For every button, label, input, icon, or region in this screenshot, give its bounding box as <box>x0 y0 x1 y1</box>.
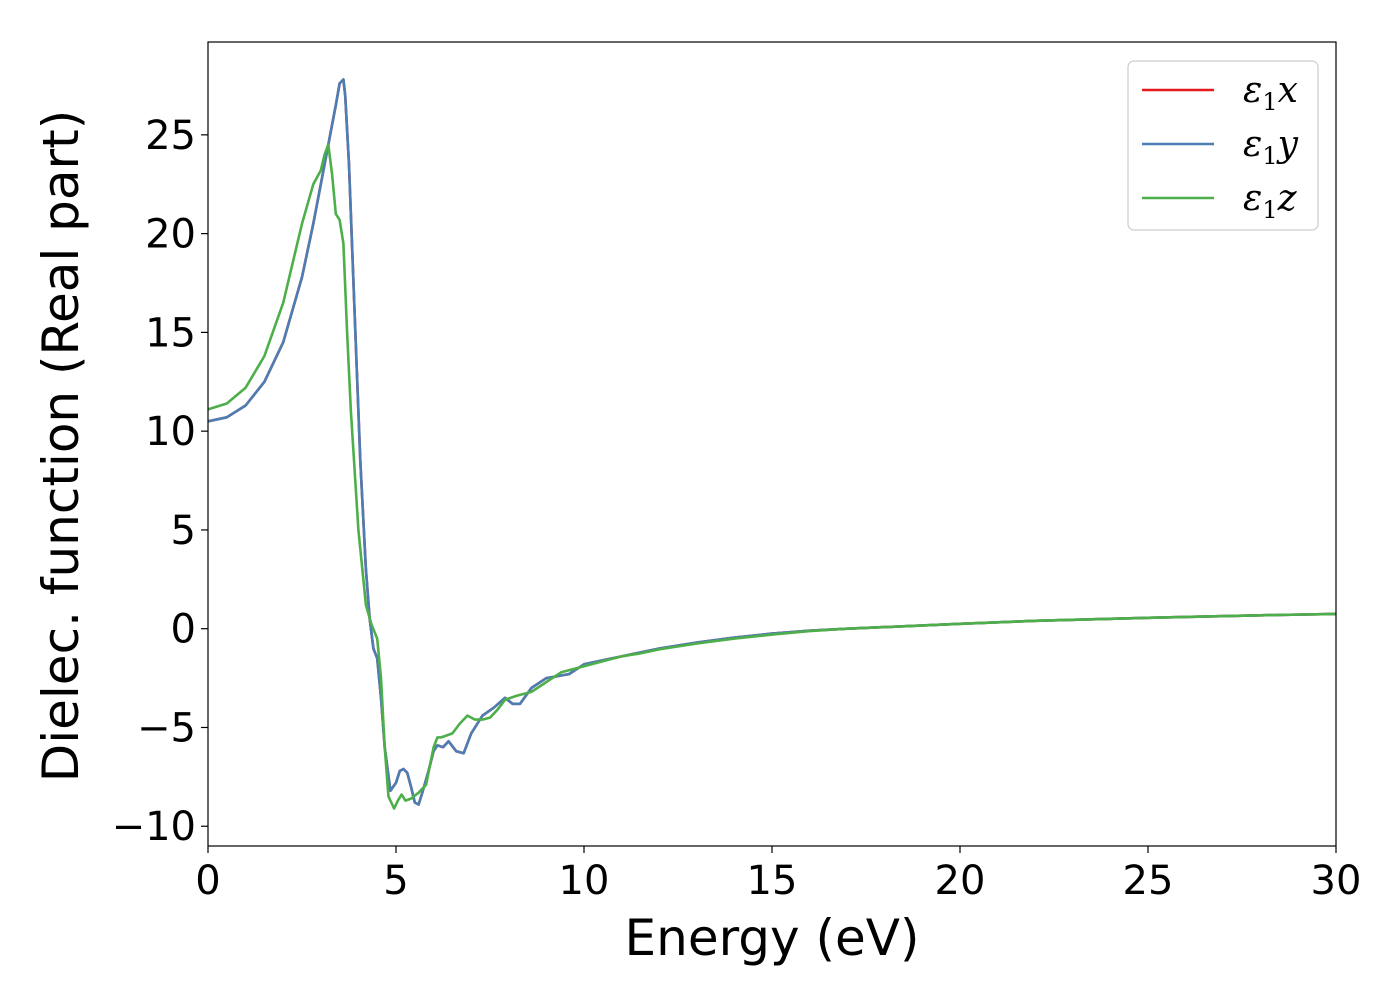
y-tick-label: 10 <box>145 409 196 455</box>
y-tick-label: 5 <box>171 508 196 554</box>
y-axis-title: Dielec. function (Real part) <box>32 110 90 782</box>
legend-label-y: ε1y <box>1243 124 1299 170</box>
x-tick-label: 0 <box>195 858 220 904</box>
x-tick-label: 10 <box>559 858 610 904</box>
x-tick-label: 15 <box>747 858 798 904</box>
y-tick-label: −10 <box>112 804 196 850</box>
x-tick-label: 25 <box>1123 858 1174 904</box>
y-tick-label: 20 <box>145 212 196 258</box>
y-tick-label: −5 <box>137 705 196 751</box>
x-tick-label: 5 <box>383 858 408 904</box>
legend: ε1x ε1y ε1z <box>1127 60 1319 231</box>
legend-box <box>1127 60 1319 231</box>
x-axis-title: Energy (eV) <box>625 909 920 967</box>
series-line-z <box>208 143 1336 810</box>
legend-label-x: ε1x <box>1243 70 1298 116</box>
x-axis: 0 5 10 15 20 25 30 <box>195 846 1361 904</box>
y-axis: −10 −5 0 5 10 15 20 25 <box>112 113 208 850</box>
y-tick-label: 15 <box>145 310 196 356</box>
x-tick-label: 30 <box>1311 858 1362 904</box>
legend-label-z: ε1z <box>1243 178 1298 224</box>
x-tick-label: 20 <box>935 858 986 904</box>
y-tick-label: 0 <box>171 607 196 653</box>
y-tick-label: 25 <box>145 113 196 159</box>
series-layer <box>208 78 1336 810</box>
